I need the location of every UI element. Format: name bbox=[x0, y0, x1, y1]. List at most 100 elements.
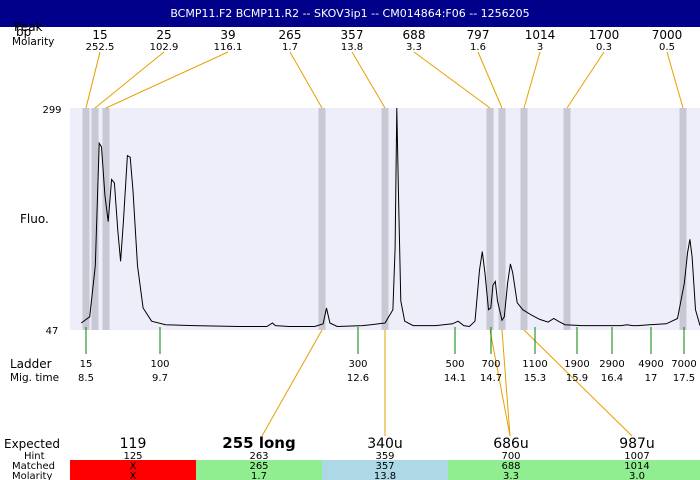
peak-molarity: 252.5 bbox=[86, 42, 115, 53]
peak-band bbox=[102, 108, 110, 330]
match-status-cell bbox=[574, 460, 700, 480]
hint-value: 359 bbox=[375, 451, 394, 462]
expected-row-label: Expected bbox=[4, 437, 60, 451]
peak-leader bbox=[523, 51, 541, 109]
peak-leader bbox=[666, 51, 684, 109]
ladder-labels: 15 8.5 100 9.7 300 12.6 500 14.1 700 14.7 1100 15.3… bbox=[78, 359, 697, 384]
peak-molarity: 116.1 bbox=[214, 42, 243, 53]
chart-title: BCMP11.F2 BCMP11.R2 -- SKOV3ip1 -- CM014… bbox=[170, 7, 530, 20]
match-status-cell bbox=[448, 460, 574, 480]
ladder-marker-lines bbox=[85, 327, 685, 354]
match-leader bbox=[489, 329, 511, 437]
ladder-mig-time: 14.1 bbox=[444, 373, 466, 384]
peak-bp-label: Peakbp bbox=[14, 20, 43, 39]
ladder-bp: 1900 bbox=[564, 359, 589, 370]
molarity-row-label: Molarity bbox=[12, 471, 52, 480]
match-status-cell bbox=[196, 460, 322, 480]
molarity-label: Molarity bbox=[12, 36, 54, 48]
matched-value: X bbox=[130, 461, 137, 472]
ladder-mig-time: 17 bbox=[645, 373, 658, 384]
ladder-bp: 500 bbox=[445, 359, 464, 370]
peak-band bbox=[498, 108, 506, 330]
peak-molarity: 3.3 bbox=[406, 42, 422, 53]
ladder-mig-time: 15.3 bbox=[524, 373, 546, 384]
ladder-bp: 1100 bbox=[522, 359, 547, 370]
matched-value: 357 bbox=[375, 461, 394, 472]
ladder-bp: 4900 bbox=[638, 359, 663, 370]
ladder-bp: 700 bbox=[481, 359, 500, 370]
peak-bp: 688 bbox=[403, 28, 426, 42]
peak-band bbox=[82, 108, 90, 330]
peak-leader bbox=[94, 51, 165, 109]
molarity-value: 3.0 bbox=[629, 471, 645, 480]
peak-band bbox=[381, 108, 389, 330]
peak-leader bbox=[105, 51, 229, 109]
expected-value: 686u bbox=[493, 436, 529, 452]
matched-value: 265 bbox=[249, 461, 268, 472]
peak-leader bbox=[85, 51, 101, 109]
hint-value: 125 bbox=[123, 451, 142, 462]
ladder-bp: 7000 bbox=[671, 359, 696, 370]
molarity-value: X bbox=[130, 471, 137, 480]
peak-bands bbox=[82, 108, 687, 330]
peak-bp: 1700 bbox=[589, 28, 620, 42]
peak-bp: 1014 bbox=[525, 28, 556, 42]
peak-molarity: 102.9 bbox=[150, 42, 179, 53]
peak-molarity: 1.7 bbox=[282, 42, 298, 53]
expected-value: 255 long bbox=[222, 434, 295, 452]
peak-bp: 39 bbox=[220, 28, 235, 42]
chart-title-bar: BCMP11.F2 BCMP11.R2 -- SKOV3ip1 -- CM014… bbox=[0, 0, 700, 27]
peak-leader-lines bbox=[85, 51, 684, 437]
hint-value: 700 bbox=[501, 451, 520, 462]
ladder-bp: 100 bbox=[150, 359, 169, 370]
molarity-value: 3.3 bbox=[503, 471, 519, 480]
hint-value: 1007 bbox=[624, 451, 649, 462]
peak-bp: 15 bbox=[92, 28, 107, 42]
y-tick-min: 47 bbox=[46, 326, 59, 337]
peak-leader bbox=[289, 51, 323, 109]
peak-band bbox=[563, 108, 571, 330]
peak-bp: 25 bbox=[156, 28, 171, 42]
ladder-row-label: Ladder bbox=[10, 357, 52, 371]
peak-molarity: 3 bbox=[537, 42, 543, 53]
peak-leader bbox=[477, 51, 503, 109]
matched-value: 688 bbox=[501, 461, 520, 472]
ladder-bp: 15 bbox=[80, 359, 93, 370]
peak-band bbox=[486, 108, 494, 330]
expected-value: 987u bbox=[619, 436, 655, 452]
ladder-mig-time: 9.7 bbox=[152, 373, 168, 384]
peak-molarity: 13.8 bbox=[341, 42, 363, 53]
peak-bp: 357 bbox=[341, 28, 364, 42]
molarity-value: 13.8 bbox=[374, 471, 396, 480]
peak-bp: 797 bbox=[467, 28, 490, 42]
hint-row-label: Hint bbox=[24, 451, 45, 462]
peak-bp: 265 bbox=[279, 28, 302, 42]
matched-row-label: Matched bbox=[12, 461, 55, 472]
mig-time-row-label: Mig. time bbox=[10, 372, 59, 384]
ladder-mig-time: 12.6 bbox=[347, 373, 369, 384]
peak-leader bbox=[351, 51, 386, 109]
expected-value: 340u bbox=[367, 436, 403, 452]
y-axis-label: Fluo. bbox=[20, 212, 49, 226]
peak-band bbox=[679, 108, 687, 330]
ladder-bp: 2900 bbox=[599, 359, 624, 370]
ladder-bp: 300 bbox=[348, 359, 367, 370]
expected-value: 119 bbox=[120, 436, 147, 452]
y-tick-max: 299 bbox=[42, 105, 61, 116]
matched-value: 1014 bbox=[624, 461, 649, 472]
peak-molarity: 0.5 bbox=[659, 42, 675, 53]
ladder-mig-time: 15.9 bbox=[566, 373, 588, 384]
peak-leader bbox=[413, 51, 491, 109]
ladder-mig-time: 16.4 bbox=[601, 373, 623, 384]
match-leader bbox=[261, 329, 323, 437]
fluorescence-trace bbox=[80, 107, 700, 328]
hint-value: 263 bbox=[249, 451, 268, 462]
peak-band bbox=[520, 108, 528, 330]
peak-molarity: 0.3 bbox=[596, 42, 612, 53]
peak-band bbox=[318, 108, 326, 330]
ladder-mig-time: 17.5 bbox=[673, 373, 695, 384]
ladder-mig-time: 14.7 bbox=[480, 373, 502, 384]
